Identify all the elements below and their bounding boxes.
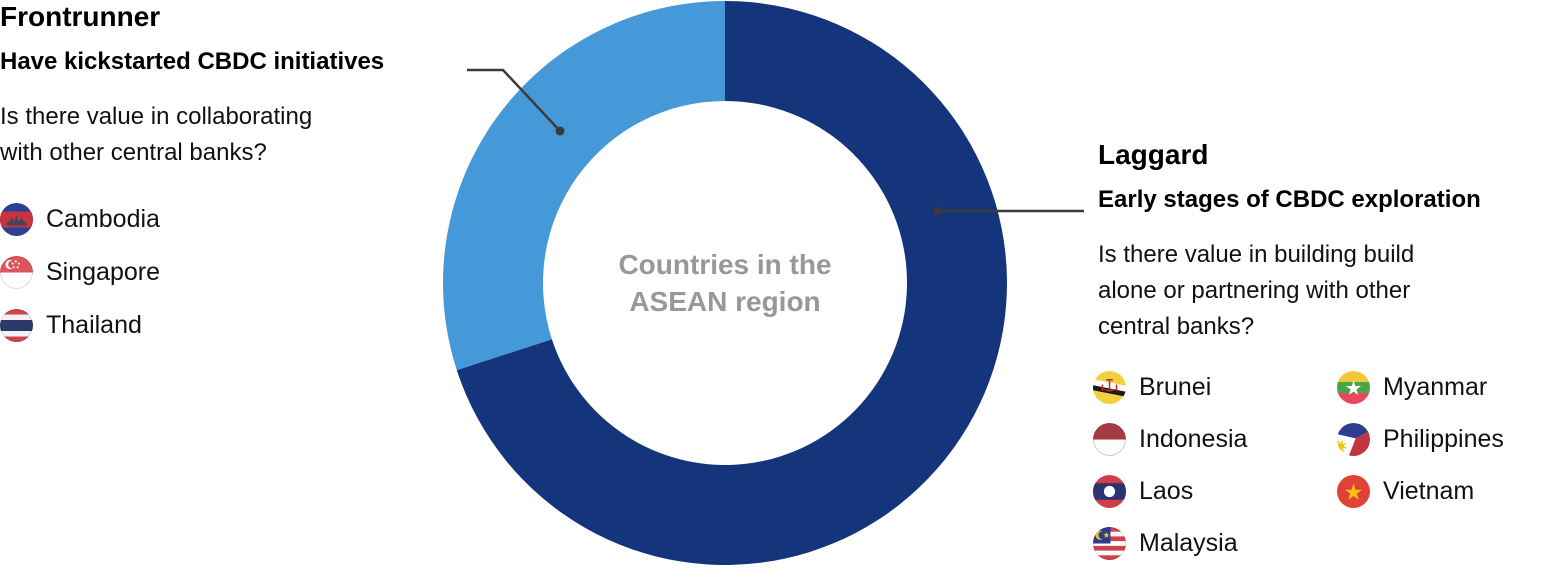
singapore-flag-icon — [0, 256, 33, 289]
list-item-malaysia: Malaysia — [1093, 527, 1337, 560]
frontrunner-question: Is there value in collaborating with oth… — [0, 103, 313, 166]
cambodia-flag-icon — [0, 203, 33, 236]
cbdc-asean-infographic: Countries in the ASEAN region Frontrunne… — [0, 1, 1504, 565]
list-item-cambodia: Cambodia — [0, 203, 384, 236]
list-item-thailand: Thailand — [0, 309, 384, 342]
country-label: Philippines — [1383, 425, 1504, 453]
list-item-philippines: Philippines — [1337, 423, 1504, 456]
country-label: Myanmar — [1383, 373, 1488, 401]
laos-flag-icon — [1093, 475, 1126, 508]
brunei-flag-icon — [1093, 371, 1126, 404]
list-item-singapore: Singapore — [0, 256, 384, 289]
laggard-subtitle: Early stages of CBDC exploration — [1098, 186, 1481, 213]
laggard-title: Laggard — [1098, 139, 1209, 170]
country-label: Laos — [1139, 477, 1194, 505]
list-item-laos: Laos — [1093, 475, 1337, 508]
laggard-callout-dot — [932, 206, 942, 216]
donut-center-label: Countries in the ASEAN region — [618, 249, 832, 317]
malaysia-flag-icon — [1093, 527, 1126, 560]
donut-segment-laggard — [456, 1, 1007, 565]
country-label: Indonesia — [1139, 425, 1248, 453]
list-item-myanmar: Myanmar — [1337, 371, 1504, 404]
thailand-flag-icon — [0, 309, 33, 342]
frontrunner-subtitle: Have kickstarted CBDC initiatives — [0, 48, 385, 75]
list-item-vietnam: Vietnam — [1337, 475, 1504, 508]
vietnam-flag-icon — [1337, 475, 1370, 508]
laggard-question: Is there value in building build alone o… — [1098, 241, 1415, 340]
country-label: Cambodia — [46, 205, 160, 233]
country-label: Malaysia — [1139, 529, 1238, 557]
philippines-flag-icon — [1337, 423, 1370, 456]
frontrunner-section: Frontrunner Have kickstarted CBDC initia… — [0, 2, 384, 362]
country-label: Thailand — [46, 311, 142, 339]
frontrunner-title: Frontrunner — [0, 1, 161, 32]
myanmar-flag-icon — [1337, 371, 1370, 404]
country-label: Brunei — [1139, 373, 1212, 401]
frontrunner-callout-line — [467, 68, 561, 132]
laggard-section: Laggard Early stages of CBDC exploration… — [1098, 140, 1481, 345]
frontrunner-country-list: Cambodia — [0, 203, 384, 342]
donut-chart — [442, 1, 1084, 565]
frontrunner-callout-dot — [555, 126, 565, 136]
list-item-brunei: Brunei — [1093, 371, 1337, 404]
country-label: Vietnam — [1383, 477, 1475, 505]
donut-segments — [442, 1, 1007, 565]
donut-segment-frontrunner — [442, 1, 725, 371]
list-item-indonesia: Indonesia — [1093, 423, 1337, 456]
laggard-country-grid: Brunei Indonesia Lao — [1093, 371, 1504, 579]
country-label: Singapore — [46, 258, 160, 286]
indonesia-flag-icon — [1093, 423, 1126, 456]
